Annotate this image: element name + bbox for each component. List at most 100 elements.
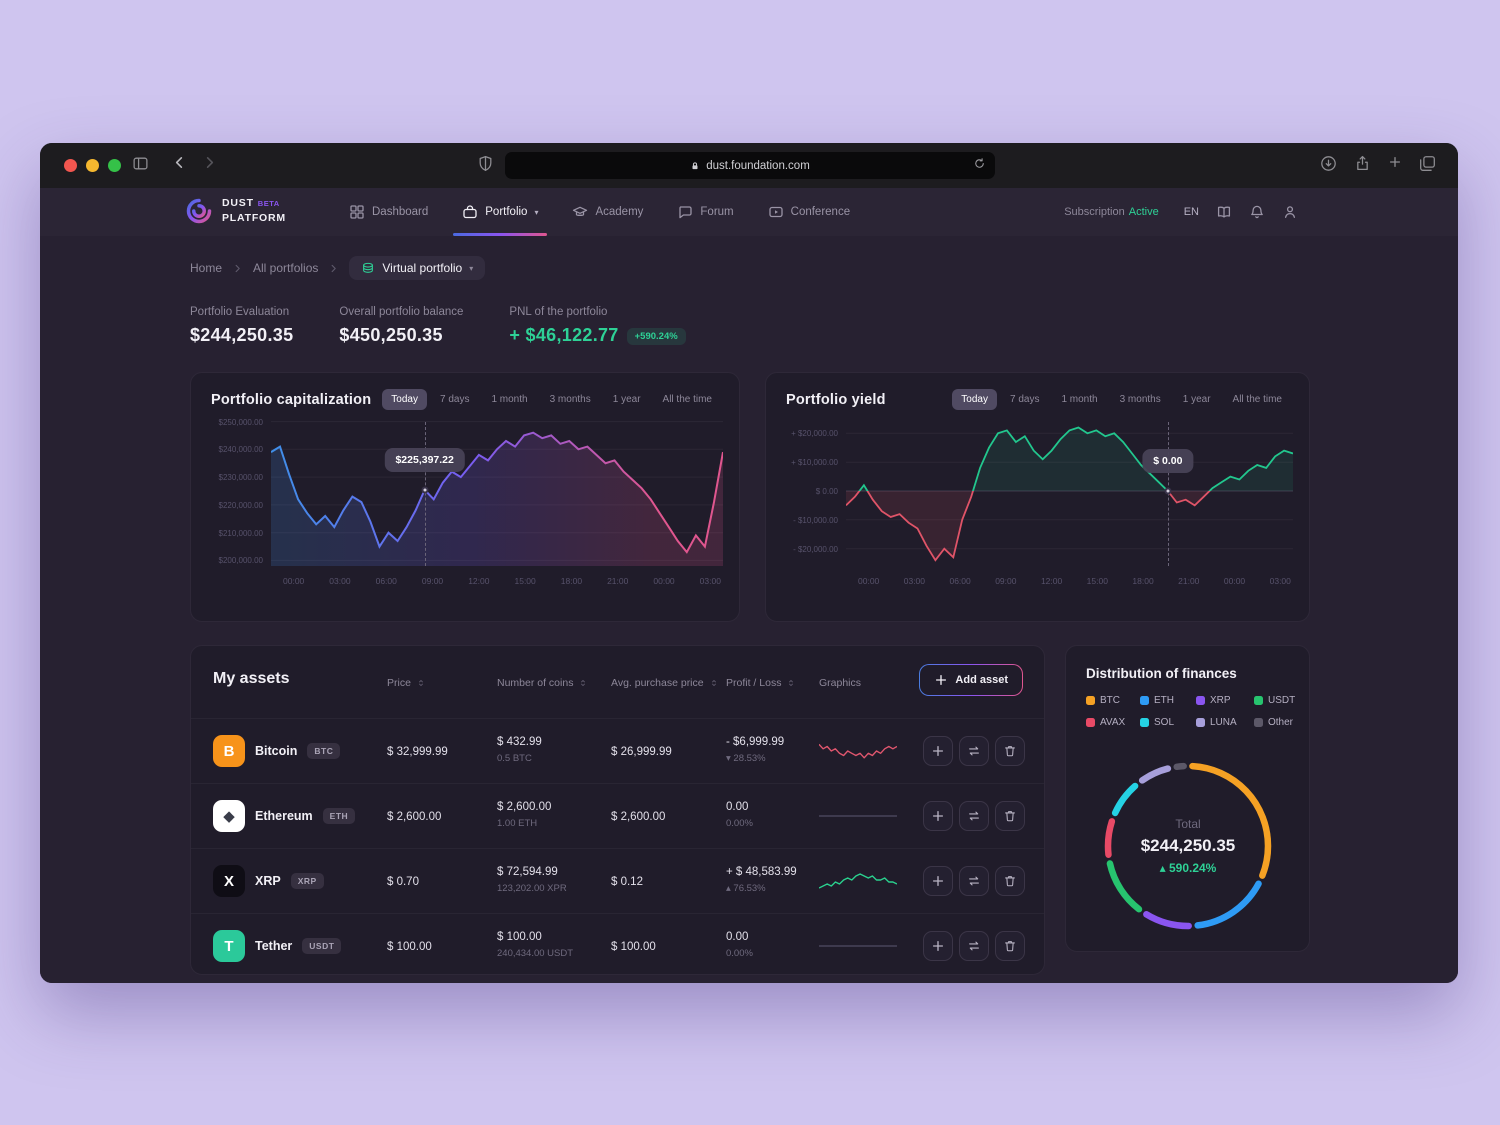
sort-icon bbox=[578, 678, 588, 688]
column-label: Price bbox=[387, 677, 411, 689]
y-tick-label: - $10,000.00 bbox=[793, 515, 838, 525]
time-tab-7-days[interactable]: 7 days bbox=[1009, 394, 1040, 405]
x-tick-label: 03:00 bbox=[699, 576, 721, 586]
sidebar-toggle-icon[interactable] bbox=[132, 155, 149, 172]
nav-item-portfolio[interactable]: Portfolio ▾ bbox=[445, 188, 555, 236]
chart-title: Portfolio capitalization bbox=[211, 391, 372, 408]
nav-item-label: Forum bbox=[700, 206, 734, 218]
swap-coin-button[interactable] bbox=[959, 931, 989, 961]
language-switch[interactable]: EN bbox=[1183, 206, 1199, 218]
time-tab-3-months[interactable]: 3 months bbox=[1119, 394, 1161, 405]
column-header-price[interactable]: Price bbox=[387, 677, 426, 689]
stat-block: Overall portfolio balance $450,250.35 bbox=[339, 306, 463, 346]
close-window-button[interactable] bbox=[64, 159, 77, 172]
chevron-right-icon bbox=[328, 263, 339, 274]
nav-item-dashboard[interactable]: Dashboard bbox=[332, 188, 445, 236]
add-asset-button[interactable]: Add asset bbox=[919, 664, 1023, 696]
window-controls bbox=[64, 159, 121, 172]
back-icon[interactable] bbox=[172, 155, 187, 170]
breadcrumb-link[interactable]: Home bbox=[190, 261, 223, 275]
column-header-avg-purchase-price[interactable]: Avg. purchase price bbox=[611, 677, 719, 689]
app-navbar: DUST BETA PLATFORM Dashboard Portfolio ▾ A… bbox=[40, 188, 1458, 236]
delete-coin-button[interactable] bbox=[995, 736, 1025, 766]
address-bar[interactable]: dust.foundation.com bbox=[505, 152, 995, 179]
portfolio-stats: Portfolio Evaluation $244,250.35 Overall … bbox=[190, 306, 686, 346]
shield-icon[interactable] bbox=[477, 155, 494, 172]
legend-item-sol: SOL bbox=[1140, 717, 1196, 728]
column-header-profit-loss[interactable]: Profit / Loss bbox=[726, 677, 796, 689]
time-tab-3-months[interactable]: 3 months bbox=[549, 394, 591, 405]
y-tick-label: $250,000.00 bbox=[218, 417, 264, 427]
coin-cell: ◆ Ethereum ETH bbox=[213, 800, 356, 832]
forward-icon[interactable] bbox=[202, 155, 217, 170]
time-tab-today[interactable]: Today bbox=[952, 389, 997, 410]
capitalization-plot[interactable]: $225,397.22 bbox=[271, 416, 723, 566]
x-tick-label: 18:00 bbox=[560, 576, 583, 586]
chevron-right-icon bbox=[232, 263, 243, 274]
refresh-icon[interactable] bbox=[973, 157, 986, 170]
delete-coin-button[interactable] bbox=[995, 866, 1025, 896]
y-tick-label: $230,000.00 bbox=[218, 473, 264, 483]
ticker-badge: BTC bbox=[307, 743, 341, 759]
swap-coin-button[interactable] bbox=[959, 866, 989, 896]
tabs-overview-icon[interactable] bbox=[1419, 155, 1436, 172]
x-tick-label: 00:00 bbox=[1223, 576, 1246, 586]
time-tab-1-year[interactable]: 1 year bbox=[612, 394, 641, 405]
portfolio-capitalization-card: Portfolio capitalization Today 7 days 1 mo… bbox=[190, 372, 740, 622]
lock-icon bbox=[690, 161, 700, 171]
y-tick-label: + $20,000.00 bbox=[791, 429, 838, 439]
swap-coin-button[interactable] bbox=[959, 801, 989, 831]
minimize-window-button[interactable] bbox=[86, 159, 99, 172]
add-coin-button[interactable] bbox=[923, 736, 953, 766]
x-tick-label: 09:00 bbox=[421, 576, 444, 586]
book-icon[interactable] bbox=[1216, 204, 1232, 220]
breadcrumb-link[interactable]: All portfolios bbox=[253, 261, 319, 275]
portfolio-selector[interactable]: Virtual portfolio ▾ bbox=[349, 256, 486, 280]
user-icon[interactable] bbox=[1282, 204, 1298, 220]
price-cell: $ 32,999.99 bbox=[387, 746, 448, 758]
sort-icon bbox=[786, 678, 796, 688]
downloads-icon[interactable] bbox=[1320, 155, 1337, 172]
marker-line bbox=[424, 422, 426, 566]
add-coin-button[interactable] bbox=[923, 801, 953, 831]
nav-item-forum[interactable]: Forum bbox=[660, 188, 750, 236]
maximize-window-button[interactable] bbox=[108, 159, 121, 172]
x-tick-label: 12:00 bbox=[1040, 576, 1063, 586]
add-coin-button[interactable] bbox=[923, 866, 953, 896]
chart-title: Portfolio yield bbox=[786, 391, 886, 408]
legend-swatch bbox=[1140, 696, 1149, 705]
column-header-number-of-coins[interactable]: Number of coins bbox=[497, 677, 588, 689]
yield-plot[interactable]: $ 0.00 bbox=[846, 416, 1293, 566]
sort-icon bbox=[709, 678, 719, 688]
share-icon[interactable] bbox=[1354, 155, 1371, 172]
delete-coin-button[interactable] bbox=[995, 801, 1025, 831]
column-label: Graphics bbox=[819, 677, 862, 689]
time-tab-7-days[interactable]: 7 days bbox=[439, 394, 470, 405]
time-tab-today[interactable]: Today bbox=[382, 389, 427, 410]
delete-coin-button[interactable] bbox=[995, 931, 1025, 961]
x-tick-label: 21:00 bbox=[607, 576, 629, 586]
column-label: Number of coins bbox=[497, 677, 574, 689]
time-tab-1-month[interactable]: 1 month bbox=[1061, 394, 1098, 405]
stat-badge: +590.24% bbox=[626, 328, 686, 345]
new-tab-icon[interactable] bbox=[1388, 155, 1402, 172]
time-tab-all-the-time[interactable]: All the time bbox=[662, 394, 712, 405]
legend-label: ETH bbox=[1154, 695, 1174, 706]
y-tick-label: - $20,000.00 bbox=[793, 544, 838, 554]
bell-icon[interactable] bbox=[1249, 204, 1265, 220]
marker-dot bbox=[421, 486, 429, 494]
time-tab-1-month[interactable]: 1 month bbox=[491, 394, 528, 405]
nav-item-academy[interactable]: Academy bbox=[555, 188, 660, 236]
column-header-graphics: Graphics bbox=[819, 677, 861, 689]
asset-row-ethereum: ◆ Ethereum ETH $ 2,600.00 $ 2,600.00 1.00… bbox=[191, 783, 1044, 848]
nav-item-label: Academy bbox=[595, 206, 644, 218]
time-tab-all-the-time[interactable]: All the time bbox=[1232, 394, 1282, 405]
ticker-badge: USDT bbox=[302, 938, 342, 954]
swap-coin-button[interactable] bbox=[959, 736, 989, 766]
brand-logo[interactable]: DUST BETA PLATFORM bbox=[185, 196, 286, 226]
legend-label: AVAX bbox=[1100, 717, 1126, 728]
add-coin-button[interactable] bbox=[923, 931, 953, 961]
x-tick-label: 00:00 bbox=[283, 576, 305, 586]
time-tab-1-year[interactable]: 1 year bbox=[1182, 394, 1211, 405]
nav-item-conference[interactable]: Conference bbox=[751, 188, 867, 236]
